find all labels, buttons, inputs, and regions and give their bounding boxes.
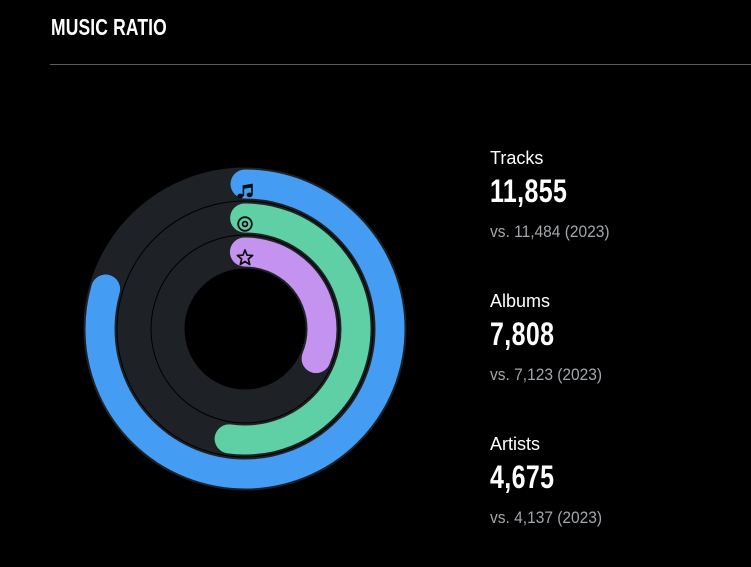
stat-comparison-text: vs. 4,137 (2023): [490, 509, 603, 527]
stat-comparison-text: vs. 11,484 (2023): [490, 223, 610, 241]
disc-icon: [237, 216, 253, 232]
page-title-text: MUSIC RATIO: [51, 14, 167, 40]
stat-label: Tracks: [490, 148, 544, 168]
stat-value-text: 11,855: [490, 173, 568, 209]
stat-value: 4,675: [490, 458, 617, 503]
stat-tracks: Tracks 11,855 vs. 11,484 (2023): [490, 147, 617, 243]
stat-comparison: vs. 7,123 (2023): [490, 365, 617, 386]
stat-value-text: 7,808: [490, 316, 555, 352]
stat-comparison: vs. 4,137 (2023): [490, 508, 617, 529]
activity-rings-svg: [83, 167, 407, 491]
stat-artists: Artists 4,675 vs. 4,137 (2023): [490, 433, 617, 529]
stat-comparison-text: vs. 7,123 (2023): [490, 366, 603, 384]
star-icon: [236, 249, 254, 266]
stats-panel: Tracks 11,855 vs. 11,484 (2023) Albums 7…: [490, 147, 617, 529]
page-title: MUSIC RATIO: [51, 15, 204, 43]
stat-value: 7,808: [490, 315, 617, 360]
ring-arc-tracks: [85, 169, 405, 489]
stat-label: Artists: [490, 434, 541, 454]
stat-value: 11,855: [490, 172, 617, 217]
stat-label: Albums: [490, 291, 551, 311]
header-divider: [50, 64, 751, 65]
music-ratio-chart: [83, 167, 407, 491]
stat-comparison: vs. 11,484 (2023): [490, 222, 617, 243]
music-note-icon: [237, 183, 253, 199]
stat-albums: Albums 7,808 vs. 7,123 (2023): [490, 290, 617, 386]
stat-value-text: 4,675: [490, 459, 555, 495]
